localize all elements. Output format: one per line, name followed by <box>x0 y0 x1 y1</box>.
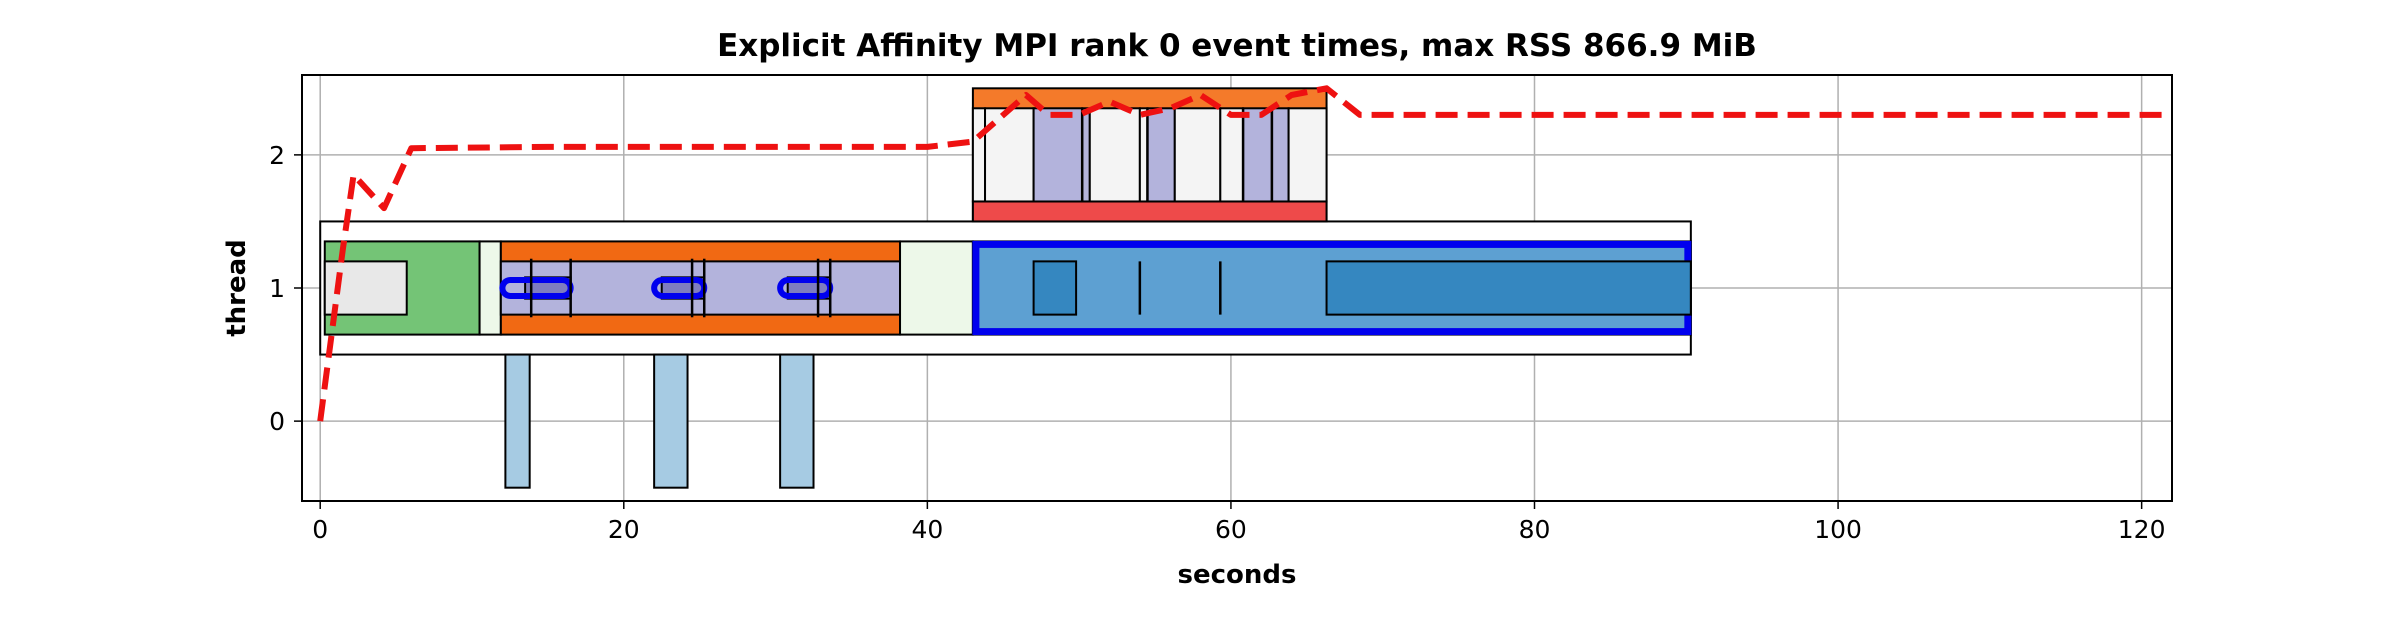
x-axis-label: seconds <box>1178 560 1297 590</box>
x-tick-label: 40 <box>911 515 943 544</box>
event-bar <box>504 353 531 489</box>
event-bar <box>1219 107 1245 203</box>
event-bar <box>899 240 974 336</box>
x-tick-label: 20 <box>608 515 640 544</box>
event-bar <box>1146 107 1176 203</box>
event-bar <box>478 240 502 336</box>
event-bars <box>319 87 1692 489</box>
event-bar <box>1287 107 1328 203</box>
event-bar <box>1173 107 1222 203</box>
x-tick-label: 60 <box>1215 515 1247 544</box>
event-markers <box>529 108 1274 318</box>
chart-title: Explicit Affinity MPI rank 0 event times… <box>717 28 1757 64</box>
event-bar <box>1325 260 1692 316</box>
event-bar <box>779 353 815 489</box>
event-bar <box>1270 107 1290 203</box>
event-bar <box>323 260 408 316</box>
event-bar <box>1032 107 1084 203</box>
event-bar <box>1242 107 1273 203</box>
y-tick-label: 2 <box>269 141 285 170</box>
y-axis-label: thread <box>222 239 252 337</box>
x-tick-label: 120 <box>2118 515 2166 544</box>
x-tick-label: 0 <box>312 515 328 544</box>
x-tick-label: 100 <box>1814 515 1862 544</box>
event-bar <box>971 107 987 203</box>
x-tick-label: 80 <box>1519 515 1551 544</box>
event-bar <box>1032 260 1078 316</box>
event-bar <box>653 353 689 489</box>
y-tick-label: 1 <box>269 274 285 303</box>
y-tick-label: 0 <box>269 407 285 436</box>
event-bar <box>971 200 1328 223</box>
axis-ticks: 0 20 40 60 80 100 120 0 1 2 <box>269 141 2165 544</box>
event-bar <box>1088 107 1141 203</box>
